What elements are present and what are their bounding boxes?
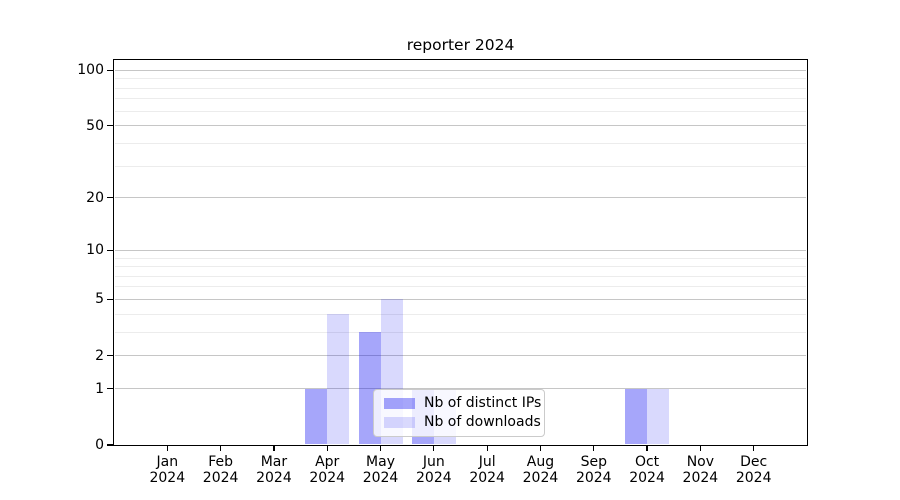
gridline-minor-6 bbox=[115, 286, 806, 288]
y-tick-label-1: 1 bbox=[95, 380, 104, 397]
x-tick-label-line2: 2024 bbox=[202, 469, 239, 486]
x-tick-label-line1: Mar bbox=[260, 454, 288, 470]
chart-title: reporter 2024 bbox=[406, 36, 515, 54]
y-tick-100 bbox=[107, 69, 113, 71]
y-tick-5 bbox=[107, 298, 113, 301]
x-tick-label-feb: Feb 2024 bbox=[186, 454, 256, 486]
gridline-major-10 bbox=[115, 249, 806, 251]
legend-swatch-distinct-ips bbox=[384, 398, 415, 409]
x-tick-label-line2: 2024 bbox=[735, 469, 772, 486]
y-tick-10 bbox=[107, 249, 113, 251]
x-tick-label-line2: 2024 bbox=[416, 469, 452, 486]
bar-ips-oct bbox=[625, 388, 648, 445]
x-tick-label-line1: Oct bbox=[634, 454, 660, 470]
x-tick-label-may: May 2024 bbox=[346, 454, 416, 486]
x-tick-label-line1: Apr bbox=[315, 454, 340, 470]
x-tick-label-nov: Nov 2024 bbox=[665, 454, 735, 486]
legend-label-distinct-ips: Nb of distinct IPs bbox=[424, 395, 542, 411]
y-tick-1 bbox=[107, 388, 113, 390]
x-tick-label-line1: Jul bbox=[478, 454, 496, 470]
gridline-minor-30 bbox=[115, 165, 806, 167]
y-tick-label-2: 2 bbox=[95, 347, 104, 364]
bar-downloads-apr bbox=[327, 314, 350, 445]
x-tick-label-line1: Nov bbox=[686, 454, 715, 470]
y-tick-2 bbox=[107, 355, 113, 357]
x-tick-label-jul: Jul 2024 bbox=[452, 454, 522, 486]
x-tick-label-line2: 2024 bbox=[575, 469, 612, 486]
y-tick-label-50: 50 bbox=[86, 117, 104, 134]
y-tick-50 bbox=[107, 125, 113, 127]
gridline-minor-3 bbox=[115, 331, 806, 333]
x-tick-feb bbox=[219, 446, 222, 452]
x-tick-label-line1: Dec bbox=[740, 454, 768, 470]
bar-downloads-oct bbox=[647, 388, 670, 445]
x-tick-label-line1: Jan bbox=[156, 454, 179, 470]
y-tick-20 bbox=[107, 197, 113, 199]
gridline-minor-9 bbox=[115, 257, 806, 259]
x-tick-label-line1: Jun bbox=[422, 454, 445, 470]
x-tick-label-jan: Jan 2024 bbox=[132, 454, 202, 486]
gridline-major-1 bbox=[115, 388, 806, 390]
x-tick-label-line2: 2024 bbox=[149, 469, 186, 486]
x-tick-label-line2: 2024 bbox=[309, 469, 346, 486]
x-tick-jun bbox=[433, 446, 435, 452]
x-tick-label-dec: Dec 2024 bbox=[719, 454, 789, 486]
x-tick-label-jun: Jun 2024 bbox=[399, 454, 469, 486]
legend-item-distinct-ips: Nb of distinct IPs bbox=[384, 394, 544, 413]
x-tick-label-line2: 2024 bbox=[256, 469, 292, 486]
gridline-major-100 bbox=[115, 69, 806, 71]
x-tick-label-aug: Aug 2024 bbox=[505, 454, 575, 486]
gridline-minor-80 bbox=[115, 87, 806, 89]
gridline-major-20 bbox=[115, 197, 806, 199]
x-tick-label-oct: Oct 2024 bbox=[612, 454, 682, 486]
gridline-minor-8 bbox=[115, 266, 806, 268]
gridline-minor-90 bbox=[115, 78, 806, 80]
bar-ips-apr bbox=[305, 388, 328, 445]
legend: Nb of distinct IPs Nb of downloads bbox=[373, 389, 545, 437]
x-tick-oct bbox=[646, 446, 648, 452]
gridline-minor-7 bbox=[115, 275, 806, 277]
x-tick-nov bbox=[699, 446, 702, 452]
gridline-minor-60 bbox=[115, 110, 806, 112]
x-tick-label-mar: Mar 2024 bbox=[239, 454, 309, 486]
x-tick-label-line2: 2024 bbox=[629, 469, 665, 486]
x-tick-label-line1: Feb bbox=[208, 454, 233, 470]
x-tick-label-line2: 2024 bbox=[469, 469, 505, 486]
x-tick-label-line1: Aug bbox=[526, 454, 555, 470]
y-tick-label-10: 10 bbox=[86, 242, 104, 259]
x-tick-label-line2: 2024 bbox=[522, 469, 559, 486]
x-tick-label-line2: 2024 bbox=[362, 469, 399, 486]
x-tick-may bbox=[379, 446, 382, 452]
legend-swatch-downloads bbox=[384, 417, 415, 428]
x-tick-label-line1: Sep bbox=[580, 454, 607, 470]
x-tick-label-sep: Sep 2024 bbox=[559, 454, 629, 486]
gridline-minor-40 bbox=[115, 142, 806, 144]
x-tick-dec bbox=[753, 446, 755, 452]
gridline-major-5 bbox=[115, 298, 806, 300]
x-tick-label-apr: Apr 2024 bbox=[292, 454, 362, 486]
x-tick-label-line1: May bbox=[366, 454, 395, 470]
gridline-major-50 bbox=[115, 125, 806, 127]
y-tick-label-5: 5 bbox=[95, 291, 104, 308]
y-tick-label-20: 20 bbox=[86, 189, 104, 206]
gridline-minor-70 bbox=[115, 98, 806, 100]
y-tick-0 bbox=[107, 444, 113, 446]
gridline-minor-4 bbox=[115, 313, 806, 315]
x-tick-jan bbox=[166, 446, 168, 452]
legend-item-downloads: Nb of downloads bbox=[384, 413, 544, 432]
legend-label-downloads: Nb of downloads bbox=[424, 414, 541, 430]
y-tick-label-0: 0 bbox=[95, 437, 104, 453]
x-tick-apr bbox=[326, 446, 328, 452]
x-tick-mar bbox=[273, 446, 275, 452]
gridline-major-2 bbox=[115, 355, 806, 357]
x-tick-jul bbox=[486, 446, 488, 452]
x-tick-label-line2: 2024 bbox=[682, 469, 719, 486]
x-tick-sep bbox=[593, 446, 595, 452]
x-tick-aug bbox=[539, 446, 542, 452]
y-tick-label-100: 100 bbox=[77, 62, 104, 79]
